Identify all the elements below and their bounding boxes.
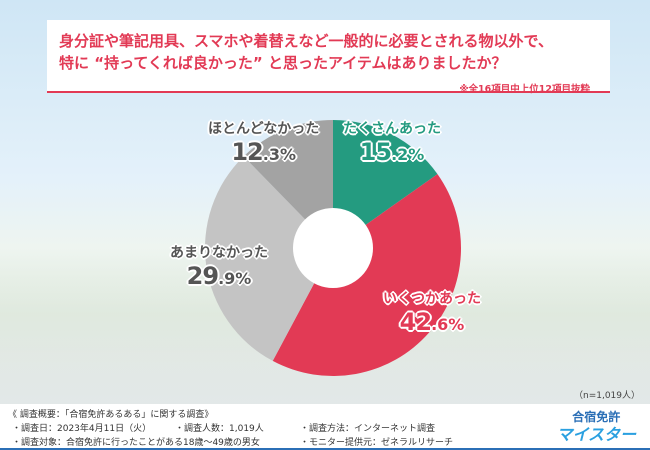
slice-name: たくさんあった: [343, 121, 441, 137]
slice-amari: [205, 156, 333, 361]
survey-provider: ・モニター提供元：ゼネラルリサーチ: [300, 438, 454, 448]
logo-line-1: 合宿免許: [572, 410, 621, 424]
label-takusan: たくさんあった 15.2%: [343, 118, 441, 166]
slice-name: いくつかあった: [383, 291, 481, 307]
slice-ikutsuka: [272, 174, 462, 376]
survey-heading: 《 調査概要：「合宿免許あるある」に関する調査》: [8, 410, 214, 420]
survey-method: ・調査方法：インターネット調査: [300, 424, 436, 434]
note: ※全16項目中上位12項目抜粋: [459, 84, 590, 95]
survey-date: ・調査日：2023年4月11日（火）: [12, 424, 152, 434]
footer: 《 調査概要：「合宿免許あるある」に関する調査》 ・調査日：2023年4月11日…: [0, 404, 650, 450]
label-ikutsuka: いくつかあった 42.6%: [383, 288, 481, 336]
pct-int: 15: [359, 138, 392, 166]
pct-int: 12: [231, 138, 263, 166]
title-line-1: 身分証や筆記用具、スマホや着替えなど一般的に必要とされる物以外で、: [59, 32, 553, 50]
title-line-2: 特に “持ってくれば良かった” と思ったアイテムはありましたか？: [59, 54, 507, 72]
survey-count: ・調査人数：1,019人: [175, 424, 264, 434]
sample-size: （n=1,019人）: [573, 391, 640, 401]
pct-dec: .9%: [218, 269, 252, 288]
label-amari: あまりなかった 29.9%: [170, 242, 268, 290]
pct-dec: .3%: [262, 145, 296, 164]
logo: 合宿免許 マイスター: [556, 409, 636, 443]
title-box: 身分証や筆記用具、スマホや着替えなど一般的に必要とされる物以外で、 特に “持っ…: [47, 20, 610, 93]
donut-hole: [293, 208, 373, 288]
pct-int: 29: [186, 262, 219, 290]
slice-name: あまりなかった: [170, 245, 268, 261]
logo-line-2: マイスター: [556, 425, 636, 444]
slice-name: ほとんどなかった: [208, 121, 320, 137]
label-hotondo: ほとんどなかった 12.3%: [208, 118, 319, 166]
pct-int: 42: [399, 308, 432, 336]
survey-target: ・調査対象：合宿免許に行ったことがある18歳〜49歳の男女: [12, 438, 260, 448]
slice-takusan: [333, 120, 438, 248]
pct-dec: .6%: [431, 315, 465, 334]
pct-dec: .2%: [391, 145, 425, 164]
